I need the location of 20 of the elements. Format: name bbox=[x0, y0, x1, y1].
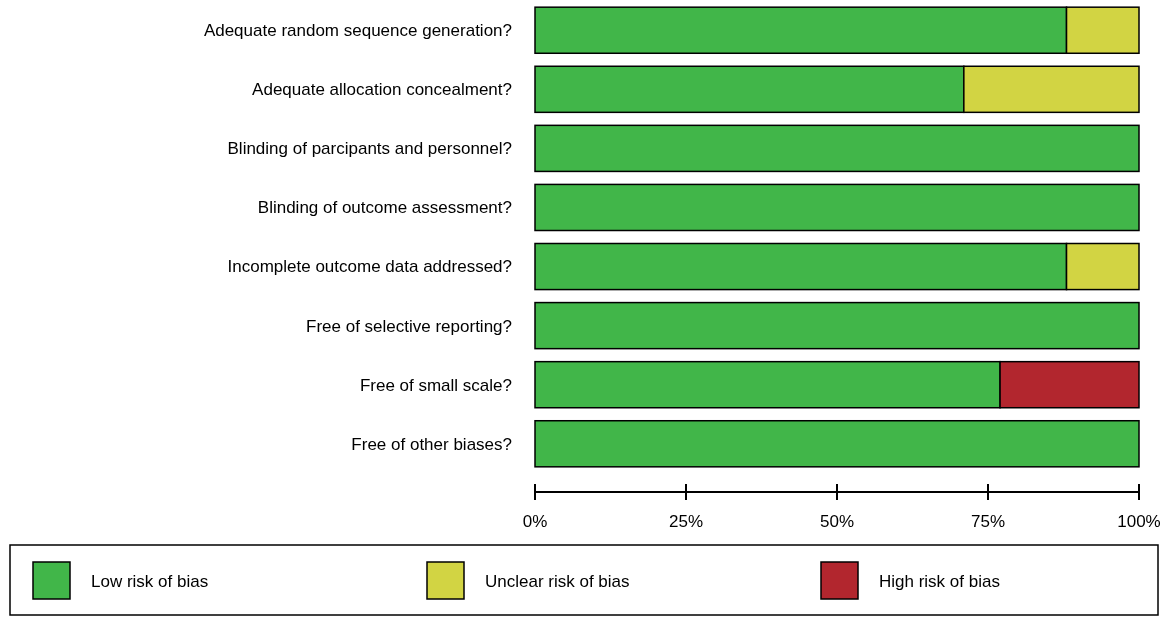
y-tick-label: Adequate allocation concealment? bbox=[252, 80, 512, 100]
x-tick-label: 25% bbox=[668, 512, 704, 531]
bar bbox=[534, 183, 1140, 232]
x-tick-label: 75% bbox=[970, 512, 1006, 531]
x-tick-label: 50% bbox=[819, 512, 855, 531]
y-tick-label: Incomplete outcome data addressed? bbox=[227, 257, 512, 277]
legend-label: Unclear risk of bias bbox=[485, 572, 630, 591]
bar bbox=[534, 419, 1140, 468]
y-tick-label: Free of other biases? bbox=[351, 434, 512, 454]
y-tick-label: Blinding of parcipants and personnel? bbox=[227, 139, 512, 159]
bar bbox=[534, 301, 1140, 350]
bar bbox=[534, 124, 1140, 173]
x-tick-label: 100% bbox=[1117, 512, 1161, 531]
y-tick-label: Free of small scale? bbox=[359, 375, 512, 395]
legend-label: High risk of bias bbox=[879, 572, 1000, 591]
legend-label: Low risk of bias bbox=[91, 572, 209, 591]
y-tick-label: Adequate random sequence generation? bbox=[203, 21, 512, 41]
y-tick-label: Blinding of outcome assessment? bbox=[257, 198, 512, 218]
x-tick-label: 0% bbox=[522, 512, 548, 531]
y-tick-label: Free of selective reporting? bbox=[306, 316, 512, 336]
